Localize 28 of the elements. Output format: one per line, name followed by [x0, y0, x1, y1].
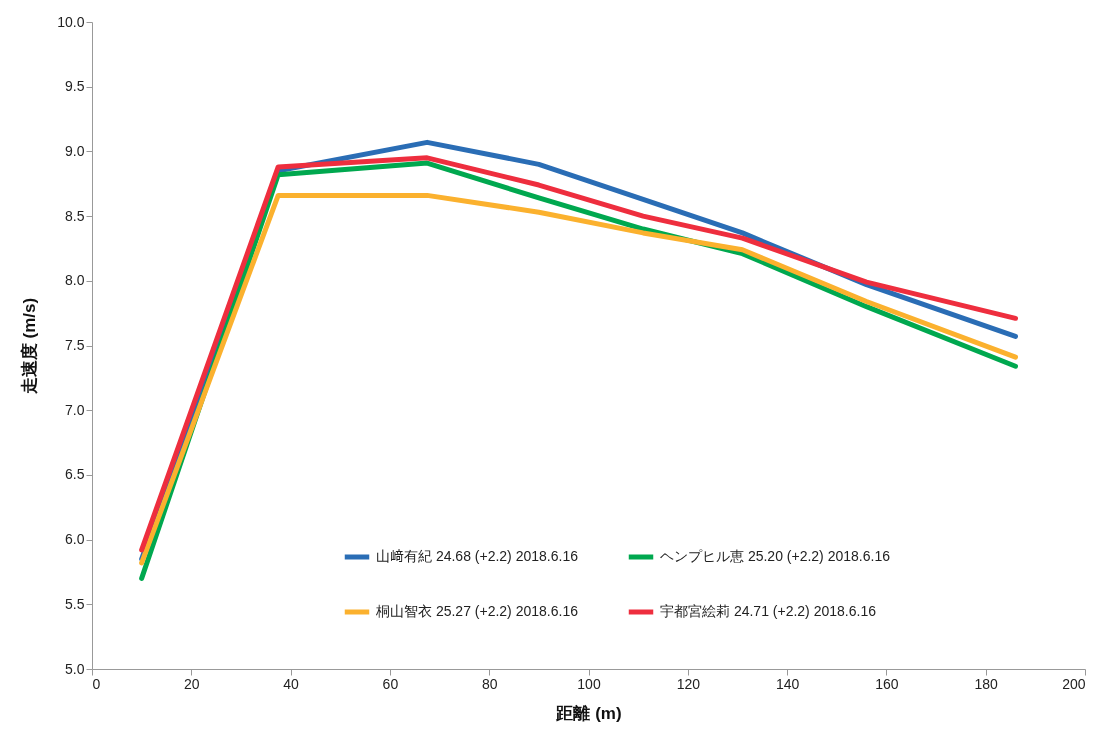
legend-label: 桐山智衣 25.27 (+2.2) 2018.6.16 [375, 603, 579, 619]
x-tick-label: 60 [382, 675, 399, 692]
y-tick-label: 9.5 [65, 78, 85, 95]
y-tick-label: 8.0 [65, 272, 85, 289]
y-tick-label: 9.0 [65, 142, 85, 159]
x-tick-label: 100 [577, 675, 601, 692]
x-axis-title: 距離 (m) [555, 703, 622, 723]
legend-label: ヘンプヒル恵 25.20 (+2.2) 2018.6.16 [660, 548, 891, 564]
x-tick-label: 80 [481, 675, 498, 692]
legend-label: 宇都宮絵莉 24.71 (+2.2) 2018.6.16 [660, 603, 877, 619]
y-tick-label: 5.5 [65, 595, 85, 612]
x-tick-label: 40 [283, 675, 300, 692]
x-tick-label: 200 [1062, 675, 1086, 692]
x-tick-label: 140 [775, 675, 800, 692]
x-tick-label: 20 [184, 675, 200, 692]
y-tick-label: 7.0 [65, 401, 85, 418]
y-tick-label: 6.0 [65, 531, 85, 548]
y-tick-label: 5.0 [65, 660, 85, 677]
x-tick-label: 180 [974, 675, 999, 692]
y-tick-label: 8.5 [65, 207, 85, 224]
y-tick-label: 6.5 [65, 466, 85, 483]
x-tick-label: 0 [92, 675, 101, 692]
legend-label: 山﨑有紀 24.68 (+2.2) 2018.6.16 [376, 548, 579, 564]
x-tick-label: 160 [875, 675, 899, 692]
x-tick-label: 120 [676, 675, 701, 692]
y-tick-label: 10.0 [57, 13, 85, 30]
y-axis-title: 走速度 (m/s) [20, 297, 40, 396]
y-tick-label: 7.5 [65, 337, 85, 353]
